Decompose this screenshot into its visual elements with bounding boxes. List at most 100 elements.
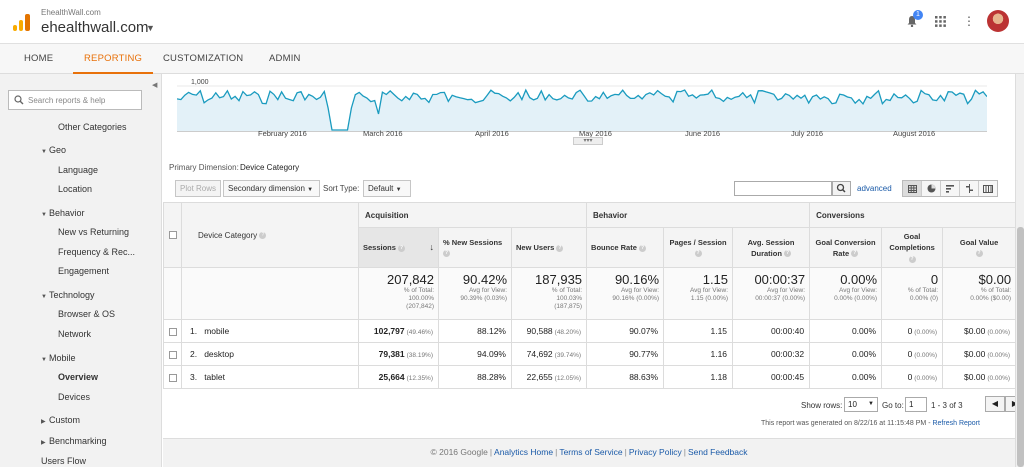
sidebar-item-geo[interactable]: ▼ Geo: [41, 145, 66, 155]
help-icon[interactable]: ?: [398, 244, 406, 252]
sidebar-item-mobile[interactable]: ▼ Mobile: [41, 353, 76, 363]
goal-value-header[interactable]: Goal Value?: [942, 227, 1017, 268]
pages-session-header[interactable]: Pages / Session ?: [663, 227, 734, 268]
bar-performance-icon[interactable]: [941, 181, 960, 196]
secondary-dimension-dropdown[interactable]: Secondary dimension ▼: [223, 180, 320, 197]
goto-label: Go to:: [882, 401, 904, 410]
scrollbar-thumb[interactable]: [1017, 227, 1024, 467]
row-checkbox[interactable]: [168, 350, 177, 359]
sidebar-item-browser-os[interactable]: Browser & OS: [58, 309, 116, 319]
row-checkbox[interactable]: [168, 373, 177, 382]
sidebar-item-custom[interactable]: ▶ Custom: [41, 415, 80, 425]
device-category-table: Device Category ? Acquisition Behavior C…: [163, 202, 1017, 389]
sidebar-item-users-flow[interactable]: Users Flow: [41, 456, 87, 466]
sessions-header[interactable]: Sessions ? ↓: [358, 227, 439, 268]
dimension-header[interactable]: Device Category ?: [181, 202, 359, 268]
analytics-home-link[interactable]: Analytics Home: [494, 447, 554, 457]
terms-link[interactable]: Terms of Service: [559, 447, 623, 457]
help-icon[interactable]: ?: [784, 250, 792, 258]
table-row[interactable]: 2. desktop 79,381 (38.19%) 94.09% 74,692(…: [163, 342, 1017, 366]
new-users-header-label: New Users: [516, 243, 555, 252]
device-link[interactable]: mobile: [204, 326, 230, 336]
comparison-icon[interactable]: [960, 181, 979, 196]
show-rows-select[interactable]: 10 ▼: [844, 397, 878, 412]
plot-rows-button[interactable]: Plot Rows: [175, 180, 222, 197]
help-icon[interactable]: ?: [443, 250, 450, 258]
bounce-rate-header[interactable]: Bounce Rate ?: [586, 227, 665, 268]
sessions-cell: 102,797 (49.46%): [358, 319, 439, 343]
tab-home[interactable]: HOME: [24, 53, 54, 64]
avg-session-header[interactable]: Avg. Session Duration ?: [732, 227, 811, 268]
sidebar-item-language[interactable]: Language: [58, 165, 99, 175]
totals-goal-completions: 0% of Total: 0.00% (0): [881, 267, 944, 320]
new-sessions-header[interactable]: % New Sessions?: [438, 227, 512, 268]
sessions-cell: 25,664 (12.35%): [358, 365, 439, 389]
help-icon[interactable]: ?: [851, 250, 859, 258]
help-icon[interactable]: ?: [259, 231, 267, 239]
tab-reporting[interactable]: REPORTING: [73, 44, 154, 74]
caret-down-icon[interactable]: ▼: [146, 23, 155, 33]
row-checkbox[interactable]: [168, 327, 177, 336]
sidebar-item-overview[interactable]: Overview: [58, 372, 99, 382]
collapse-sidebar-icon[interactable]: ◀: [152, 82, 158, 89]
tab-admin[interactable]: ADMIN: [269, 53, 301, 64]
refresh-report-link[interactable]: Refresh Report: [932, 420, 980, 427]
footer-separator: |: [555, 447, 558, 457]
apps-grid-icon[interactable]: [935, 16, 946, 27]
table-filter-input[interactable]: [734, 181, 832, 196]
footer-separator: |: [683, 447, 686, 457]
tab-customization[interactable]: CUSTOMIZATION: [163, 53, 244, 64]
main-nav: HOME REPORTING CUSTOMIZATION ADMIN: [0, 44, 1024, 74]
sidebar-item-frequency[interactable]: Frequency & Rec...: [58, 247, 136, 257]
sidebar: Search reports & help ◀ Other Categories…: [0, 74, 162, 467]
table-row[interactable]: 1. mobile 102,797 (49.46%) 88.12% 90,588(…: [163, 319, 1017, 343]
analytics-logo-icon[interactable]: [13, 13, 31, 31]
totals-new-users: 187,935% of Total: 100.03% (187,875): [510, 267, 588, 320]
sidebar-item-engagement[interactable]: Engagement: [58, 266, 110, 276]
device-link[interactable]: tablet: [204, 372, 225, 382]
send-feedback-link[interactable]: Send Feedback: [687, 447, 748, 457]
prev-page-button[interactable]: ◀: [985, 396, 1005, 412]
sidebar-item-new-vs-returning[interactable]: New vs Returning: [58, 227, 130, 237]
select-all-checkbox[interactable]: [168, 231, 177, 240]
show-rows-value: 10: [848, 400, 857, 409]
chart-resize-handle[interactable]: ▾▾▾: [573, 137, 603, 145]
pie-chart-icon[interactable]: [922, 181, 941, 196]
sidebar-item-location[interactable]: Location: [58, 184, 93, 194]
advanced-filter-link[interactable]: advanced: [857, 184, 892, 193]
help-icon[interactable]: ?: [908, 255, 916, 263]
property-selector[interactable]: ehealthwall.com: [41, 19, 149, 36]
page-scrollbar[interactable]: [1015, 74, 1024, 467]
sidebar-item-network[interactable]: Network: [58, 329, 92, 339]
goal-completions-header[interactable]: Goal Completions?: [881, 227, 944, 268]
help-icon[interactable]: ?: [556, 244, 564, 252]
table-row[interactable]: 3. tablet 25,664 (12.35%) 88.28% 22,655 (1…: [163, 365, 1017, 389]
total-value: $0.00: [978, 272, 1012, 287]
sessions-chart: 1,000: [177, 74, 987, 132]
goal-conversion-header[interactable]: Goal Conversion Rate ?: [809, 227, 883, 268]
sidebar-item-devices[interactable]: Devices: [58, 392, 91, 402]
privacy-link[interactable]: Privacy Policy: [628, 447, 682, 457]
table-view-icon[interactable]: [903, 181, 922, 196]
sidebar-item-benchmarking[interactable]: ▶ Benchmarking: [41, 436, 107, 446]
search-input[interactable]: Search reports & help: [8, 90, 142, 110]
sort-desc-icon[interactable]: ↓: [429, 242, 435, 252]
help-icon[interactable]: ?: [638, 244, 646, 252]
sidebar-item-other-categories[interactable]: Other Categories: [58, 122, 127, 132]
avatar[interactable]: [987, 10, 1009, 32]
help-icon[interactable]: ?: [694, 250, 702, 258]
more-vert-icon[interactable]: ⋮: [963, 14, 975, 28]
sidebar-item-technology[interactable]: ▼ Technology: [41, 290, 95, 300]
device-link[interactable]: desktop: [204, 349, 234, 359]
filter-search-button[interactable]: [832, 181, 851, 196]
new-users-header[interactable]: New Users ?: [510, 227, 588, 268]
primary-dimension-value[interactable]: Device Category: [240, 163, 300, 172]
sidebar-item-behavior[interactable]: ▼ Behavior: [41, 208, 85, 218]
sort-type-dropdown[interactable]: Default ▼: [363, 180, 411, 197]
search-icon: [14, 95, 24, 105]
goto-input[interactable]: 1: [905, 397, 927, 412]
bounce-rate-cell: 90.07%: [586, 319, 665, 343]
pivot-icon[interactable]: [979, 181, 997, 196]
help-icon[interactable]: ?: [975, 250, 983, 258]
device-cell: 3. tablet: [181, 365, 359, 389]
